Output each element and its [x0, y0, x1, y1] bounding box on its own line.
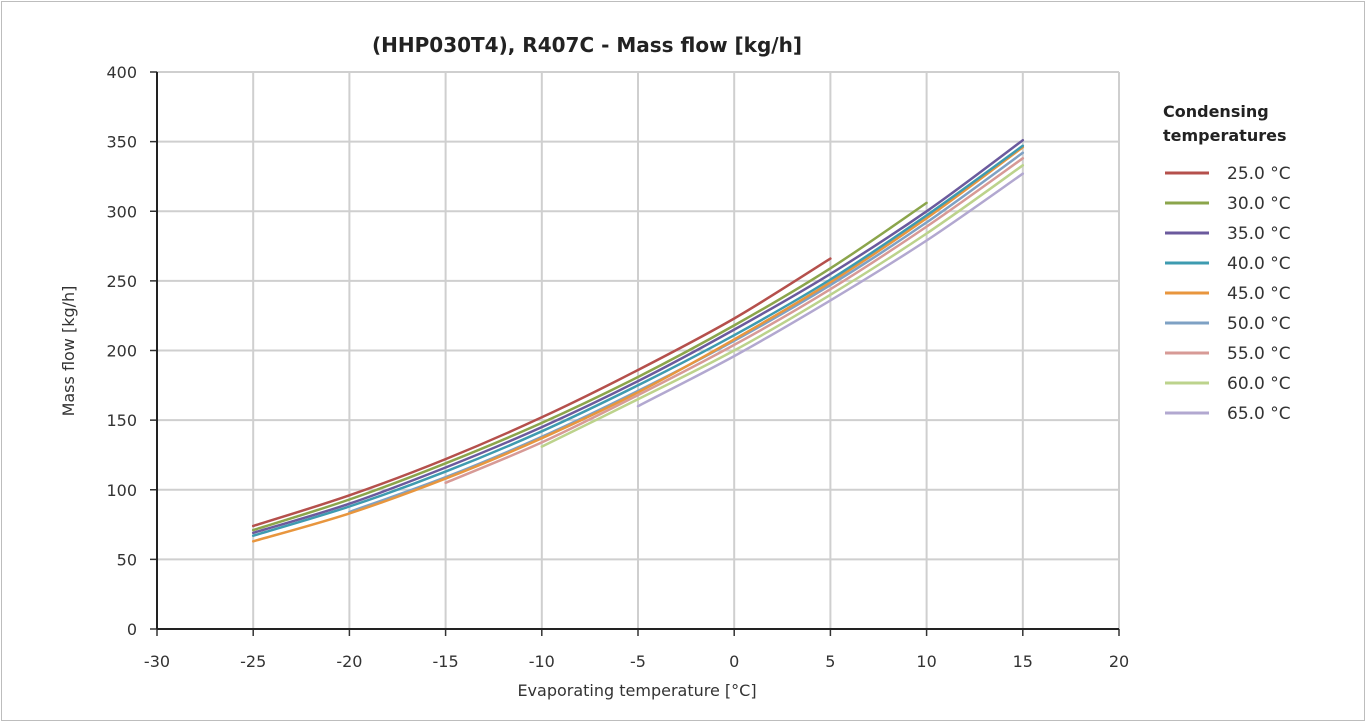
- legend-item-label: 25.0 °C: [1227, 164, 1291, 184]
- legend-item-label: 30.0 °C: [1227, 194, 1291, 214]
- y-tick-label: 250: [106, 272, 137, 291]
- x-tick-label: -15: [433, 652, 459, 671]
- legend-item-label: 65.0 °C: [1227, 404, 1291, 424]
- y-tick-label: 100: [106, 481, 137, 500]
- legend-item-label: 50.0 °C: [1227, 314, 1291, 334]
- series-line: [636, 172, 1025, 408]
- series-line: [251, 144, 1025, 537]
- series-line: [540, 164, 1025, 448]
- legend-item-label: 45.0 °C: [1227, 284, 1291, 304]
- y-tick-label: 50: [117, 550, 137, 569]
- series-line: [251, 257, 832, 528]
- y-tick-label: 400: [106, 63, 137, 82]
- y-tick-label: 150: [106, 411, 137, 430]
- legend-title: Condensing: [1163, 102, 1269, 121]
- x-tick-label: -5: [630, 652, 646, 671]
- series-line: [251, 145, 1025, 543]
- chart-title: (HHP030T4), R407C - Mass flow [kg/h]: [372, 33, 802, 57]
- x-tick-label: 15: [1013, 652, 1033, 671]
- y-axis-label: Mass flow [kg/h]: [59, 286, 78, 417]
- x-tick-label: -25: [240, 652, 266, 671]
- series-line: [251, 201, 928, 532]
- legend-item-label: 55.0 °C: [1227, 344, 1291, 364]
- x-tick-label: 0: [729, 652, 739, 671]
- x-axis-label: Evaporating temperature [°C]: [517, 681, 756, 700]
- y-tick-label: 300: [106, 202, 137, 221]
- legend-item-label: 60.0 °C: [1227, 374, 1291, 394]
- legend-item-label: 40.0 °C: [1227, 254, 1291, 274]
- x-tick-label: -30: [144, 652, 170, 671]
- series-lines: [251, 138, 1025, 543]
- legend-title: temperatures: [1163, 126, 1286, 145]
- x-tick-label: -10: [529, 652, 555, 671]
- x-tick-label: 5: [825, 652, 835, 671]
- legend-item-label: 35.0 °C: [1227, 224, 1291, 244]
- grid: [157, 71, 1120, 629]
- series-line: [444, 157, 1025, 485]
- series-line: [251, 138, 1025, 535]
- x-tick-label: 10: [916, 652, 936, 671]
- y-tick-label: 200: [106, 342, 137, 361]
- x-tick-label: -20: [336, 652, 362, 671]
- axes: -30 -25 -20 -15 -10 -5 0 5 10 15 20050100150200250…: [106, 63, 1129, 671]
- y-tick-label: 350: [106, 133, 137, 152]
- x-tick-label: 20: [1109, 652, 1129, 671]
- y-tick-label: 0: [127, 620, 137, 639]
- legend: Condensing temperatures 25.0 °C 30.0 °C 35.0…: [1163, 102, 1291, 424]
